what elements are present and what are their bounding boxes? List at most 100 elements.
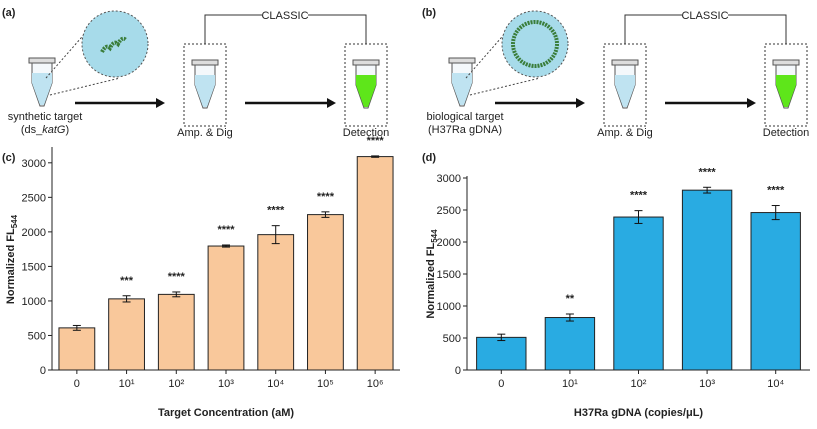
zoom-line xyxy=(45,29,89,79)
bar xyxy=(750,212,801,371)
y-tick-label: 1500 xyxy=(22,261,46,273)
target-label-part: (ds_ xyxy=(21,124,43,136)
tube-cap xyxy=(611,59,639,66)
arrow-head xyxy=(576,98,585,108)
bar xyxy=(476,336,527,371)
step-label: Amp. & Dig xyxy=(597,127,653,139)
x-tick-label: 10⁴ xyxy=(267,378,284,390)
y-tick-label: 2000 xyxy=(22,227,46,239)
significance-label: **** xyxy=(367,135,385,147)
significance-label: *** xyxy=(120,275,134,287)
tube-liquid xyxy=(195,75,215,107)
panel-label: (a) xyxy=(2,7,16,19)
significance-label: **** xyxy=(317,191,335,203)
tube-cap xyxy=(352,59,380,66)
x-tick-label: 0 xyxy=(498,378,504,390)
zoom-line xyxy=(49,77,121,96)
bar xyxy=(613,216,664,371)
tube-cap xyxy=(28,57,56,64)
x-tick-label: 10⁶ xyxy=(367,378,384,390)
x-tick-label: 0 xyxy=(74,378,80,390)
y-tick-label: 0 xyxy=(455,365,461,377)
y-tick-label: 2000 xyxy=(437,237,461,249)
bar xyxy=(356,156,394,371)
x-tick-label: 10³ xyxy=(699,378,715,390)
step-label: Detection xyxy=(343,127,389,139)
tube-cap xyxy=(191,59,219,66)
target-label-part: ) xyxy=(65,124,69,136)
x-tick-label: 10⁴ xyxy=(767,378,784,390)
bracket-label: CLASSIC xyxy=(261,10,308,22)
bar xyxy=(58,327,96,371)
y-axis-label-sub: 544 xyxy=(430,229,439,243)
y-axis-label: Normalized FL544 xyxy=(5,214,19,304)
panel-label: (b) xyxy=(422,7,436,19)
target-label: (H37Ra gDNA) xyxy=(428,124,502,136)
y-tick-label: 1000 xyxy=(437,301,461,313)
bar xyxy=(157,293,195,371)
y-tick-label: 1500 xyxy=(437,269,461,281)
y-tick-label: 1000 xyxy=(22,296,46,308)
target-label-part: (H37Ra gDNA) xyxy=(428,124,502,136)
target-label-part: katG xyxy=(42,124,66,136)
x-axis-label: H37Ra gDNA (copies/μL) xyxy=(574,407,704,419)
target-label: synthetic target xyxy=(8,111,83,123)
y-axis-label-sub: 544 xyxy=(10,214,19,228)
significance-label: **** xyxy=(699,166,717,178)
significance-label: **** xyxy=(267,205,285,217)
x-tick-label: 10¹ xyxy=(119,378,135,390)
bracket-bg xyxy=(682,9,728,21)
tube-liquid xyxy=(32,73,52,105)
y-tick-label: 500 xyxy=(443,333,461,345)
x-axis-label: Target Concentration (aM) xyxy=(158,407,294,419)
tube-liquid xyxy=(356,75,376,107)
bar xyxy=(257,234,295,371)
x-tick-label: 10² xyxy=(168,378,184,390)
bar xyxy=(108,298,145,371)
bracket-label: CLASSIC xyxy=(681,10,728,22)
bar xyxy=(307,214,344,371)
bar xyxy=(681,189,733,371)
arrow-head xyxy=(156,98,165,108)
x-tick-label: 10³ xyxy=(218,378,234,390)
y-axis-label: Normalized FL544 xyxy=(425,229,439,319)
target-label: biological target xyxy=(426,111,503,123)
y-axis-label-text: Normalized FL xyxy=(5,228,17,304)
arrow-head xyxy=(327,98,336,108)
x-tick-label: 10¹ xyxy=(562,378,578,390)
tube-cap xyxy=(448,57,476,64)
y-tick-label: 3000 xyxy=(22,158,46,170)
tube-liquid xyxy=(776,75,796,107)
arrow-head xyxy=(747,98,756,108)
tube-liquid xyxy=(615,75,635,107)
bar xyxy=(207,245,245,371)
y-tick-label: 500 xyxy=(28,330,46,342)
tube-liquid xyxy=(452,73,472,105)
target-label: (ds_katG) xyxy=(21,124,69,136)
panel-label: (c) xyxy=(2,152,16,164)
zoom-line xyxy=(465,29,509,79)
panel-label: (d) xyxy=(422,152,436,164)
y-tick-label: 0 xyxy=(40,365,46,377)
dna xyxy=(100,36,128,53)
step-label: Detection xyxy=(763,127,809,139)
y-tick-label: 3000 xyxy=(437,173,461,185)
significance-label: ** xyxy=(566,293,575,305)
significance-label: **** xyxy=(168,271,186,283)
tube-cap xyxy=(772,59,800,66)
dna-circle xyxy=(511,20,559,68)
x-tick-label: 10² xyxy=(631,378,647,390)
step-label: Amp. & Dig xyxy=(177,127,233,139)
significance-label: **** xyxy=(767,185,785,197)
bracket-bg xyxy=(262,9,308,21)
significance-label: **** xyxy=(630,190,648,202)
y-tick-label: 2500 xyxy=(22,192,46,204)
y-tick-label: 2500 xyxy=(437,205,461,217)
zoom-line xyxy=(469,77,541,96)
y-axis-label-text: Normalized FL xyxy=(425,243,437,319)
significance-label: **** xyxy=(217,224,235,236)
x-tick-label: 10⁵ xyxy=(317,378,334,390)
bar xyxy=(544,317,596,371)
